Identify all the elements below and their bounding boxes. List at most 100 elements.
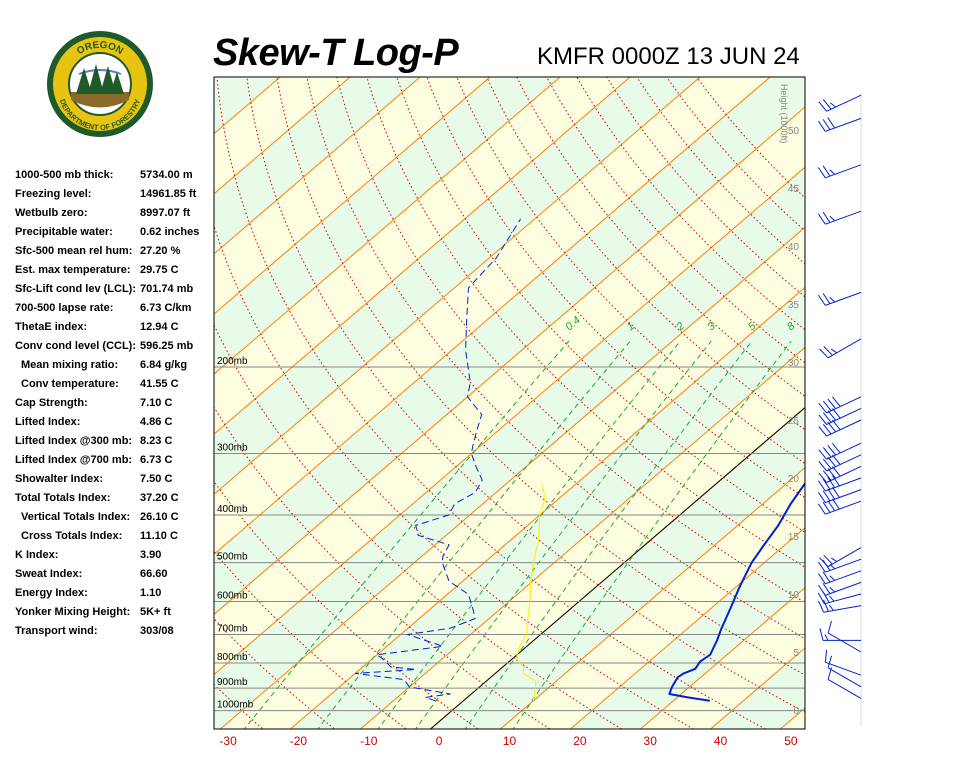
- mixing-ratio-line: [317, 340, 631, 729]
- wind-barb-staff: [824, 593, 862, 605]
- pressure-label: 200mb: [217, 356, 248, 367]
- wind-barb-feather: [822, 412, 832, 423]
- wind-barb-feather: [823, 554, 833, 565]
- wind-barb-feather: [818, 101, 827, 112]
- dry-adiabat: [546, 77, 805, 364]
- wind-barb-staff: [827, 678, 862, 699]
- index-row: Conv cond level (CCL): 596.25 mb: [15, 337, 215, 356]
- index-label: Lifted Index @300 mb:: [15, 435, 133, 447]
- isotherm-line: [214, 106, 805, 616]
- dry-adiabat: [456, 77, 805, 465]
- index-row: Total Totals Index: 37.20 C: [15, 489, 215, 508]
- wind-barb-feather: [822, 470, 832, 481]
- isotherm-band: [214, 167, 805, 729]
- wind-barb-staff: [827, 667, 862, 688]
- wind-barb-feather: [822, 211, 831, 223]
- wind-barb: [817, 164, 862, 179]
- wind-barb-feather: [827, 445, 836, 456]
- wind-barb-feather: [824, 634, 829, 641]
- dry-adiabat: [336, 77, 805, 604]
- wind-barb-feather: [822, 165, 831, 177]
- height-tick-label: 20: [788, 474, 800, 485]
- wind-barb-feather: [827, 655, 832, 668]
- height-tick-label: 40: [788, 242, 800, 253]
- wind-barb-staff: [827, 547, 862, 568]
- index-label: Freezing level:: [15, 188, 92, 200]
- pressure-label: 900mb: [217, 677, 248, 688]
- index-row: Yonker Mixing Height: 5K+ ft: [15, 603, 215, 622]
- dry-adiabat: [516, 77, 805, 397]
- wind-barb-feather: [827, 398, 836, 409]
- index-row: 1000-500 mb thick: 5734.00 m: [15, 166, 215, 185]
- pressure-label: 600mb: [217, 591, 248, 602]
- wind-barb-staff: [825, 558, 862, 573]
- index-value: 26.10 C: [140, 511, 179, 523]
- index-label: Conv temperature:: [21, 378, 119, 390]
- wind-barb-feather: [829, 575, 836, 581]
- wind-barb-feather: [822, 583, 831, 594]
- pressure-label: 800mb: [217, 652, 248, 663]
- height-axis-title: Height (1000ft): [779, 84, 789, 144]
- index-row: Showalter Index: 7.50 C: [15, 470, 215, 489]
- dry-adiabat: [396, 77, 805, 533]
- index-value: 41.55 C: [140, 378, 179, 390]
- isotherm-line: [214, 77, 771, 555]
- index-label: K Index:: [15, 549, 59, 561]
- wind-barb-feather: [818, 426, 827, 437]
- wind-barb-feather: [822, 458, 832, 470]
- temperature-tick-label: -20: [290, 734, 308, 748]
- dry-adiabat: [214, 480, 480, 729]
- wind-barb-feather: [817, 294, 826, 306]
- index-row: 700-500 lapse rate: 6.73 C/km: [15, 299, 215, 318]
- height-tick-label: 15: [788, 532, 800, 543]
- index-label: Showalter Index:: [15, 473, 104, 485]
- wind-barb-feather: [822, 99, 832, 110]
- pressure-label: 500mb: [217, 552, 248, 563]
- index-row: Cross Totals Index: 11.10 C: [15, 527, 215, 546]
- isotherm-line: [214, 77, 561, 375]
- wind-barb-feather: [829, 169, 836, 175]
- isotherm-line: [0, 75, 142, 731]
- wind-barb-feather: [818, 472, 827, 483]
- skewt-plot-area: 0.4 1 2 3 5 8: [0, 75, 960, 731]
- pressure-label: 400mb: [217, 504, 248, 515]
- index-value: 5734.00 m: [140, 169, 193, 181]
- wind-barb-feather: [817, 213, 826, 225]
- wind-barb: [817, 558, 862, 573]
- isotherm-line: [569, 527, 805, 729]
- logo-top-text: OREGON: [75, 40, 125, 57]
- wind-barb-staff: [826, 396, 862, 414]
- isotherm-line: [214, 77, 491, 315]
- index-label: Sfc-500 mean rel hum:: [15, 245, 133, 257]
- dry-adiabat: [636, 77, 805, 265]
- index-row: Sfc-Lift cond lev (LCL): 701.74 mb: [15, 280, 215, 299]
- index-row: Est. max temperature: 29.75 C: [15, 261, 215, 280]
- wind-barb-feather: [822, 447, 832, 458]
- wind-barb-feather: [830, 102, 836, 108]
- index-row: Vertical Totals Index: 26.10 C: [15, 508, 215, 527]
- temperature-tick-label: -30: [219, 734, 237, 748]
- dry-adiabat: [216, 77, 767, 729]
- wind-barb-feather: [819, 628, 824, 641]
- index-row: ThetaE index: 12.94 C: [15, 318, 215, 337]
- wind-barb-feather: [819, 348, 829, 359]
- index-label: Precipitable water:: [15, 226, 113, 238]
- wind-barb-staff: [826, 465, 862, 483]
- wind-barb-feather: [817, 584, 826, 596]
- index-label: Sweat Index:: [15, 568, 83, 580]
- index-value: 7.10 C: [140, 397, 173, 409]
- wind-barb-staff: [825, 581, 862, 596]
- wind-barb-feather: [832, 442, 841, 454]
- isotherm-band: [214, 77, 805, 615]
- index-label: Cap Strength:: [15, 397, 88, 409]
- index-value: 0.62 inches: [140, 226, 200, 238]
- index-value: 11.10 C: [140, 530, 178, 542]
- index-label: Conv cond level (CCL):: [15, 340, 137, 352]
- wind-barb-feather: [832, 396, 841, 407]
- freezing-isotherm: [429, 406, 805, 729]
- isotherm-line: [219, 226, 805, 729]
- isotherm-line: [918, 75, 960, 731]
- dry-adiabat: [214, 224, 695, 729]
- index-value: 701.74 mb: [140, 283, 194, 295]
